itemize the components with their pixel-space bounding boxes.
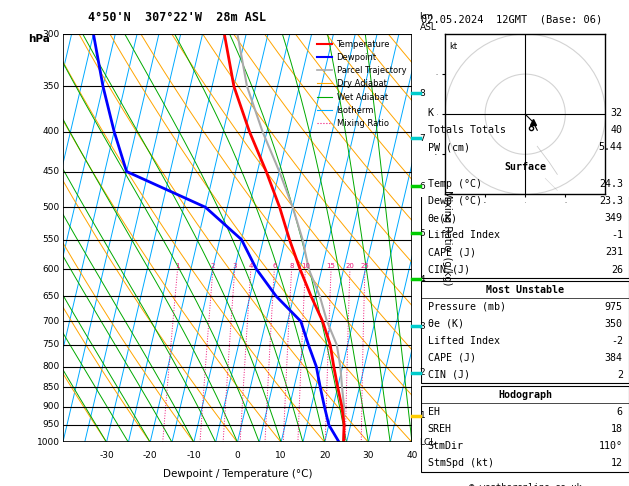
- Text: 3: 3: [420, 322, 425, 330]
- Text: 18: 18: [611, 424, 623, 434]
- Text: 450: 450: [43, 167, 60, 176]
- Text: CAPE (J): CAPE (J): [428, 353, 476, 363]
- Text: PW (cm): PW (cm): [428, 142, 470, 152]
- Text: Most Unstable: Most Unstable: [486, 284, 564, 295]
- Text: 4°50'N  307°22'W  28m ASL: 4°50'N 307°22'W 28m ASL: [88, 11, 266, 24]
- Text: 0: 0: [235, 451, 240, 460]
- Text: 650: 650: [43, 292, 60, 301]
- Text: K: K: [428, 108, 433, 118]
- Text: 2: 2: [617, 370, 623, 380]
- Text: -2: -2: [611, 336, 623, 346]
- Text: 20: 20: [319, 451, 330, 460]
- Text: 8: 8: [289, 263, 294, 269]
- Text: Mixing Ratio  (g/kg): Mixing Ratio (g/kg): [442, 191, 452, 286]
- Text: CIN (J): CIN (J): [428, 370, 470, 380]
- Text: Surface: Surface: [504, 162, 546, 172]
- Bar: [421, 104, 629, 156]
- Text: 5.44: 5.44: [599, 142, 623, 152]
- Text: 02.05.2024  12GMT  (Base: 06): 02.05.2024 12GMT (Base: 06): [421, 15, 603, 25]
- Text: 5: 5: [420, 229, 425, 238]
- Text: 6: 6: [272, 263, 277, 269]
- Text: 975: 975: [604, 302, 623, 312]
- Text: 12: 12: [611, 458, 623, 468]
- Bar: [421, 158, 629, 278]
- Text: 40: 40: [406, 451, 418, 460]
- Text: StmSpd (kt): StmSpd (kt): [428, 458, 494, 468]
- Text: 7: 7: [420, 134, 425, 143]
- Text: 300: 300: [43, 30, 60, 38]
- Text: 349: 349: [604, 213, 623, 224]
- Text: kt: kt: [449, 42, 457, 51]
- Text: 30: 30: [362, 451, 374, 460]
- Text: 500: 500: [43, 203, 60, 212]
- Text: -30: -30: [99, 451, 114, 460]
- Text: 231: 231: [604, 247, 623, 258]
- Text: -20: -20: [143, 451, 157, 460]
- Text: hPa: hPa: [28, 34, 50, 44]
- Text: Pressure (mb): Pressure (mb): [428, 302, 506, 312]
- Text: 800: 800: [43, 362, 60, 371]
- Text: 10: 10: [276, 451, 287, 460]
- Text: 1000: 1000: [36, 438, 60, 447]
- Text: Hodograph: Hodograph: [498, 390, 552, 400]
- Text: 3: 3: [233, 263, 237, 269]
- Text: 15: 15: [326, 263, 335, 269]
- Text: -1: -1: [611, 230, 623, 241]
- Text: LCL: LCL: [420, 438, 436, 447]
- Text: 40: 40: [611, 125, 623, 135]
- Text: 4: 4: [420, 275, 425, 283]
- Text: θe (K): θe (K): [428, 319, 464, 329]
- Text: StmDir: StmDir: [428, 441, 464, 451]
- Text: 350: 350: [43, 82, 60, 91]
- Text: CAPE (J): CAPE (J): [428, 247, 476, 258]
- Text: 850: 850: [43, 382, 60, 392]
- Text: Dewpoint / Temperature (°C): Dewpoint / Temperature (°C): [163, 469, 312, 479]
- Text: © weatheronline.co.uk: © weatheronline.co.uk: [469, 483, 582, 486]
- Text: 20: 20: [345, 263, 354, 269]
- Text: 384: 384: [604, 353, 623, 363]
- Bar: [421, 281, 629, 383]
- Text: 4: 4: [248, 263, 253, 269]
- Text: 2: 2: [211, 263, 215, 269]
- Text: 1: 1: [175, 263, 180, 269]
- Text: Totals Totals: Totals Totals: [428, 125, 506, 135]
- Text: 2: 2: [420, 368, 425, 378]
- Text: 600: 600: [43, 264, 60, 274]
- Text: Temp (°C): Temp (°C): [428, 179, 482, 189]
- Text: 6: 6: [617, 407, 623, 417]
- Text: SREH: SREH: [428, 424, 452, 434]
- Text: Lifted Index: Lifted Index: [428, 336, 499, 346]
- Text: 900: 900: [43, 402, 60, 411]
- Text: CIN (J): CIN (J): [428, 264, 470, 275]
- Bar: [421, 386, 629, 471]
- Text: 23.3: 23.3: [599, 196, 623, 207]
- Text: Lifted Index: Lifted Index: [428, 230, 499, 241]
- Text: 400: 400: [43, 127, 60, 136]
- Legend: Temperature, Dewpoint, Parcel Trajectory, Dry Adiabat, Wet Adiabat, Isotherm, Mi: Temperature, Dewpoint, Parcel Trajectory…: [316, 38, 408, 130]
- Text: 6: 6: [420, 182, 425, 191]
- Text: 700: 700: [43, 317, 60, 326]
- Text: 10: 10: [301, 263, 310, 269]
- Text: 1: 1: [420, 411, 425, 420]
- Text: 8: 8: [420, 88, 425, 98]
- Text: 950: 950: [43, 420, 60, 429]
- Text: 350: 350: [604, 319, 623, 329]
- Text: EH: EH: [428, 407, 440, 417]
- Text: -10: -10: [186, 451, 201, 460]
- Text: 32: 32: [611, 108, 623, 118]
- Text: 550: 550: [43, 235, 60, 244]
- Text: θe(K): θe(K): [428, 213, 458, 224]
- Text: 750: 750: [43, 340, 60, 349]
- Text: 25: 25: [360, 263, 369, 269]
- Text: 24.3: 24.3: [599, 179, 623, 189]
- Text: 110°: 110°: [599, 441, 623, 451]
- Text: 26: 26: [611, 264, 623, 275]
- Text: Dewp (°C): Dewp (°C): [428, 196, 482, 207]
- Text: km
ASL: km ASL: [420, 12, 437, 32]
